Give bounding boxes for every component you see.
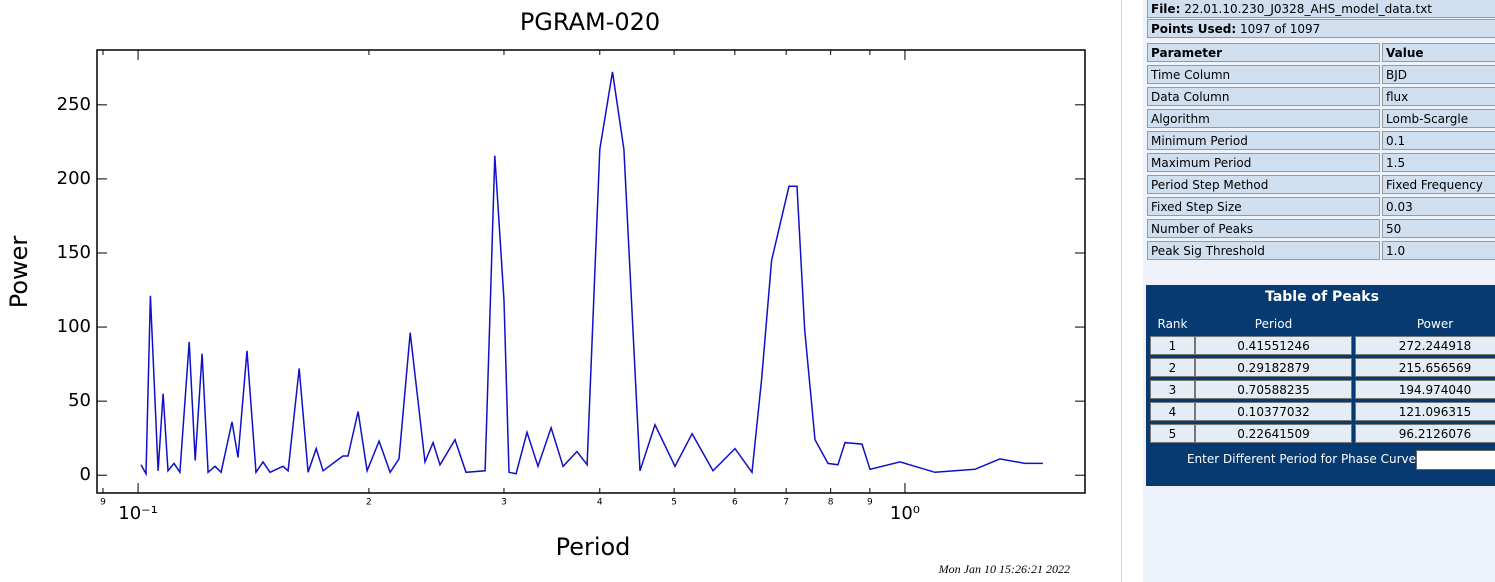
phase-prompt: Enter Different Period for Phase Curve bbox=[1186, 452, 1416, 466]
param-header: Value bbox=[1382, 43, 1495, 62]
param-cell: BJD bbox=[1382, 65, 1495, 84]
points-row: Points Used: 1097 of 1097 bbox=[1147, 19, 1495, 38]
chart: PGRAM-020 Period Power Mon Jan 10 15:26:… bbox=[5, 0, 1122, 582]
file-row: File: 22.01.10.230_J0328_AHS_model_data.… bbox=[1147, 0, 1495, 18]
peak-cell: 0.22641509 bbox=[1195, 424, 1352, 443]
x-tick-label: 4 bbox=[597, 498, 603, 508]
plot-frame bbox=[96, 49, 1086, 494]
peak-cell: 2 bbox=[1150, 358, 1195, 377]
param-cell: 0.1 bbox=[1382, 131, 1495, 150]
x-tick-label: 10⁻¹ bbox=[118, 503, 158, 524]
param-header: Parameter bbox=[1147, 43, 1380, 62]
series-line bbox=[140, 71, 1043, 477]
param-cell: flux bbox=[1382, 87, 1495, 106]
y-tick-label: 100 bbox=[57, 316, 91, 337]
param-cell: 0.03 bbox=[1382, 197, 1495, 216]
x-tick-label: 6 bbox=[732, 498, 738, 508]
param-cell: Minimum Period bbox=[1147, 131, 1380, 150]
points-label: Points Used: bbox=[1151, 22, 1237, 36]
peaks-header: Period bbox=[1254, 317, 1293, 331]
peaks-header: Rank bbox=[1157, 317, 1188, 331]
x-tick-label: 9 bbox=[100, 498, 106, 508]
x-tick-label: 2 bbox=[366, 498, 372, 508]
param-cell: Fixed Step Size bbox=[1147, 197, 1380, 216]
side-panel: File: 22.01.10.230_J0328_AHS_model_data.… bbox=[1143, 0, 1495, 582]
param-cell: 1.5 bbox=[1382, 153, 1495, 172]
param-cell: 1.0 bbox=[1382, 241, 1495, 260]
peaks-table: Table of Peaks Rank Period Power 1 0.41551246… bbox=[1146, 285, 1495, 486]
param-cell: Algorithm bbox=[1147, 109, 1380, 128]
x-axis-label: Period bbox=[556, 533, 631, 561]
peak-cell: 96.2126076 bbox=[1355, 424, 1495, 443]
file-label: File: bbox=[1151, 2, 1181, 16]
peak-cell: 0.70588235 bbox=[1195, 380, 1352, 399]
param-cell: Peak Sig Threshold bbox=[1147, 241, 1380, 260]
chart-title: PGRAM-020 bbox=[520, 8, 660, 36]
x-tick-label: 9 bbox=[867, 498, 873, 508]
peak-cell: 0.10377032 bbox=[1195, 402, 1352, 421]
x-tick-label: 3 bbox=[501, 498, 507, 508]
param-cell: Maximum Period bbox=[1147, 153, 1380, 172]
peak-cell: 215.656569 bbox=[1355, 358, 1495, 377]
peaks-title: Table of Peaks bbox=[1265, 289, 1379, 305]
param-cell: Number of Peaks bbox=[1147, 219, 1380, 238]
y-tick-label: 250 bbox=[57, 94, 91, 115]
peak-cell: 1 bbox=[1150, 336, 1195, 355]
points-value: 1097 of 1097 bbox=[1240, 22, 1321, 36]
peak-cell: 272.244918 bbox=[1355, 336, 1495, 355]
y-tick-label: 150 bbox=[57, 242, 91, 263]
peak-cell: 3 bbox=[1150, 380, 1195, 399]
y-axis-label: Power bbox=[5, 236, 33, 309]
x-tick-label: 5 bbox=[671, 498, 677, 508]
file-value: 22.01.10.230_J0328_AHS_model_data.txt bbox=[1184, 2, 1433, 16]
y-tick-label: 200 bbox=[57, 168, 91, 189]
param-cell: Lomb-Scargle bbox=[1382, 109, 1495, 128]
peaks-header: Power bbox=[1416, 317, 1454, 331]
x-tick-label: 10⁰ bbox=[890, 503, 920, 524]
x-tick-label: 7 bbox=[783, 498, 789, 508]
param-cell: Period Step Method bbox=[1147, 175, 1380, 194]
peak-cell: 121.096315 bbox=[1355, 402, 1495, 421]
y-tick-label: 0 bbox=[80, 464, 91, 485]
param-cell: 50 bbox=[1382, 219, 1495, 238]
timestamp: Mon Jan 10 15:26:21 2022 bbox=[938, 562, 1070, 576]
peak-cell: 4 bbox=[1150, 402, 1195, 421]
x-tick-label: 8 bbox=[828, 498, 834, 508]
period-input[interactable] bbox=[1416, 450, 1495, 470]
param-cell: Fixed Frequency bbox=[1382, 175, 1495, 194]
peak-cell: 5 bbox=[1150, 424, 1195, 443]
peak-cell: 0.41551246 bbox=[1195, 336, 1352, 355]
param-cell: Time Column bbox=[1147, 65, 1380, 84]
peak-cell: 194.974040 bbox=[1355, 380, 1495, 399]
param-cell: Data Column bbox=[1147, 87, 1380, 106]
peak-cell: 0.29182879 bbox=[1195, 358, 1352, 377]
y-tick-label: 50 bbox=[68, 390, 91, 411]
